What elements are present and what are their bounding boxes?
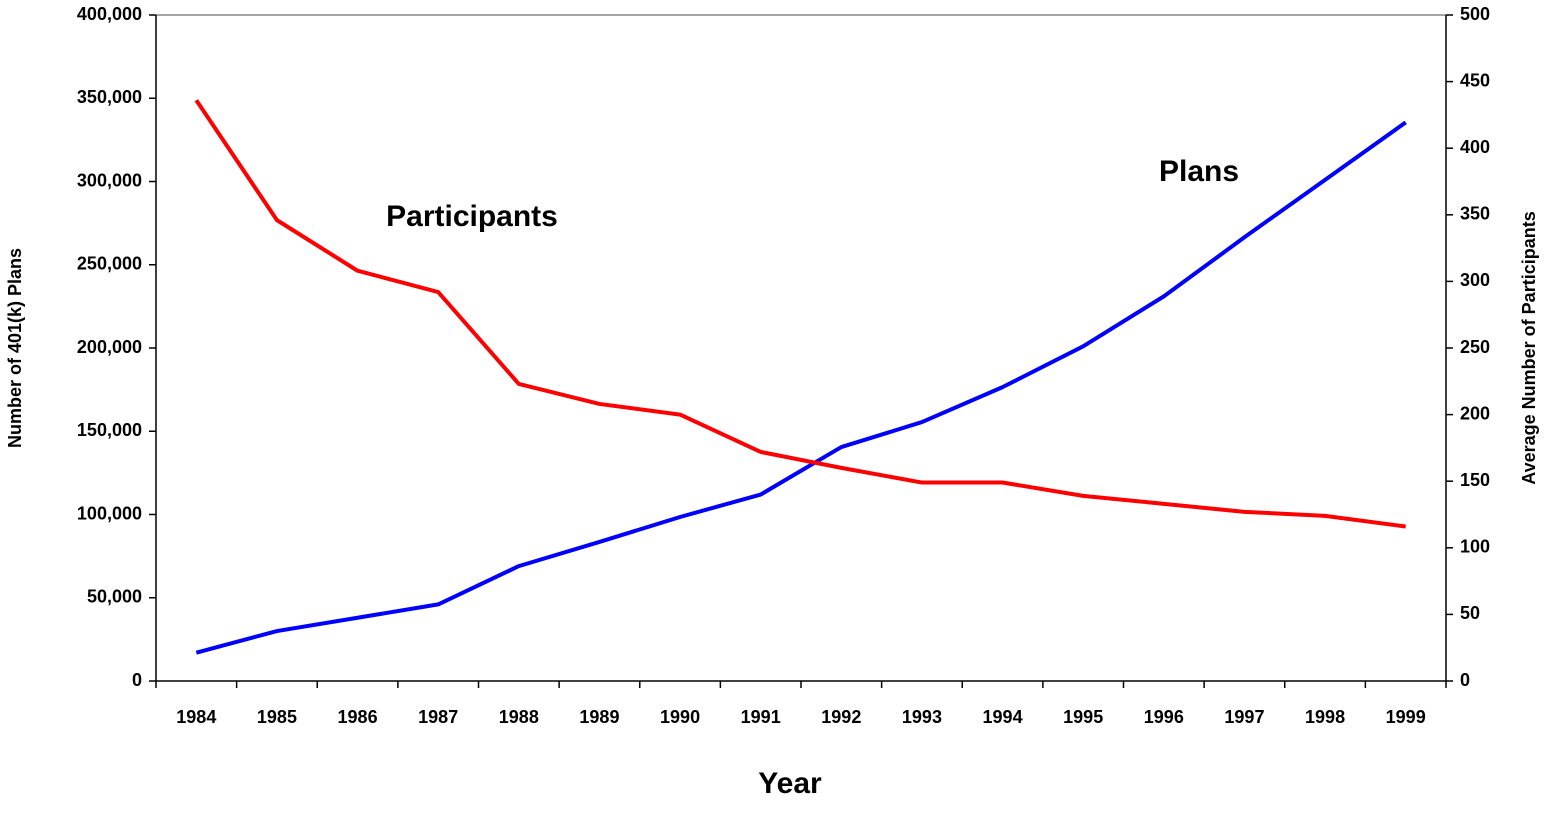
y-tick-label: 200,000 bbox=[77, 337, 142, 357]
x-tick-label: 1994 bbox=[983, 707, 1023, 727]
y2-tick-label: 200 bbox=[1460, 403, 1490, 423]
y-tick-label: 150,000 bbox=[77, 420, 142, 440]
y-axis-title: Number of 401(k) Plans bbox=[5, 248, 25, 448]
x-tick-label: 1992 bbox=[821, 707, 861, 727]
x-tick-label: 1990 bbox=[660, 707, 700, 727]
y2-tick-label: 300 bbox=[1460, 270, 1490, 290]
x-tick-label: 1985 bbox=[257, 707, 297, 727]
y2-axis-title: Average Number of Participants bbox=[1519, 211, 1539, 484]
y2-tick-label: 50 bbox=[1460, 603, 1480, 623]
x-tick-label: 1988 bbox=[499, 707, 539, 727]
series-line bbox=[194, 99, 1406, 529]
x-tick-label: 1997 bbox=[1224, 707, 1264, 727]
y2-tick-label: 0 bbox=[1460, 670, 1470, 690]
y2-tick-label: 350 bbox=[1460, 204, 1490, 224]
series-line bbox=[195, 120, 1407, 655]
x-tick-label: 1987 bbox=[418, 707, 458, 727]
y2-tick-label: 500 bbox=[1460, 4, 1490, 24]
x-tick-label: 1986 bbox=[338, 707, 378, 727]
x-tick-label: 1991 bbox=[741, 707, 781, 727]
x-tick-label: 1989 bbox=[579, 707, 619, 727]
y-tick-label: 50,000 bbox=[87, 587, 142, 607]
x-tick-label: 1993 bbox=[902, 707, 942, 727]
y-tick-label: 300,000 bbox=[77, 170, 142, 190]
y-tick-label: 100,000 bbox=[77, 503, 142, 523]
x-tick-label: 1984 bbox=[176, 707, 216, 727]
series-label: Participants bbox=[386, 200, 558, 233]
x-tick-label: 1996 bbox=[1144, 707, 1184, 727]
x-tick-label: 1998 bbox=[1305, 707, 1345, 727]
y-tick-label: 0 bbox=[132, 670, 142, 690]
y-tick-label: 400,000 bbox=[77, 4, 142, 24]
y2-tick-label: 250 bbox=[1460, 337, 1490, 357]
series-label: Plans bbox=[1159, 155, 1239, 188]
x-tick-label: 1995 bbox=[1063, 707, 1103, 727]
y2-tick-label: 100 bbox=[1460, 537, 1490, 557]
y2-tick-label: 150 bbox=[1460, 470, 1490, 490]
y-tick-label: 350,000 bbox=[77, 87, 142, 107]
y2-tick-label: 400 bbox=[1460, 137, 1490, 157]
y2-tick-label: 450 bbox=[1460, 70, 1490, 90]
x-tick-label: 1999 bbox=[1386, 707, 1426, 727]
x-axis-title: Year bbox=[758, 767, 822, 800]
y-tick-label: 250,000 bbox=[77, 254, 142, 274]
